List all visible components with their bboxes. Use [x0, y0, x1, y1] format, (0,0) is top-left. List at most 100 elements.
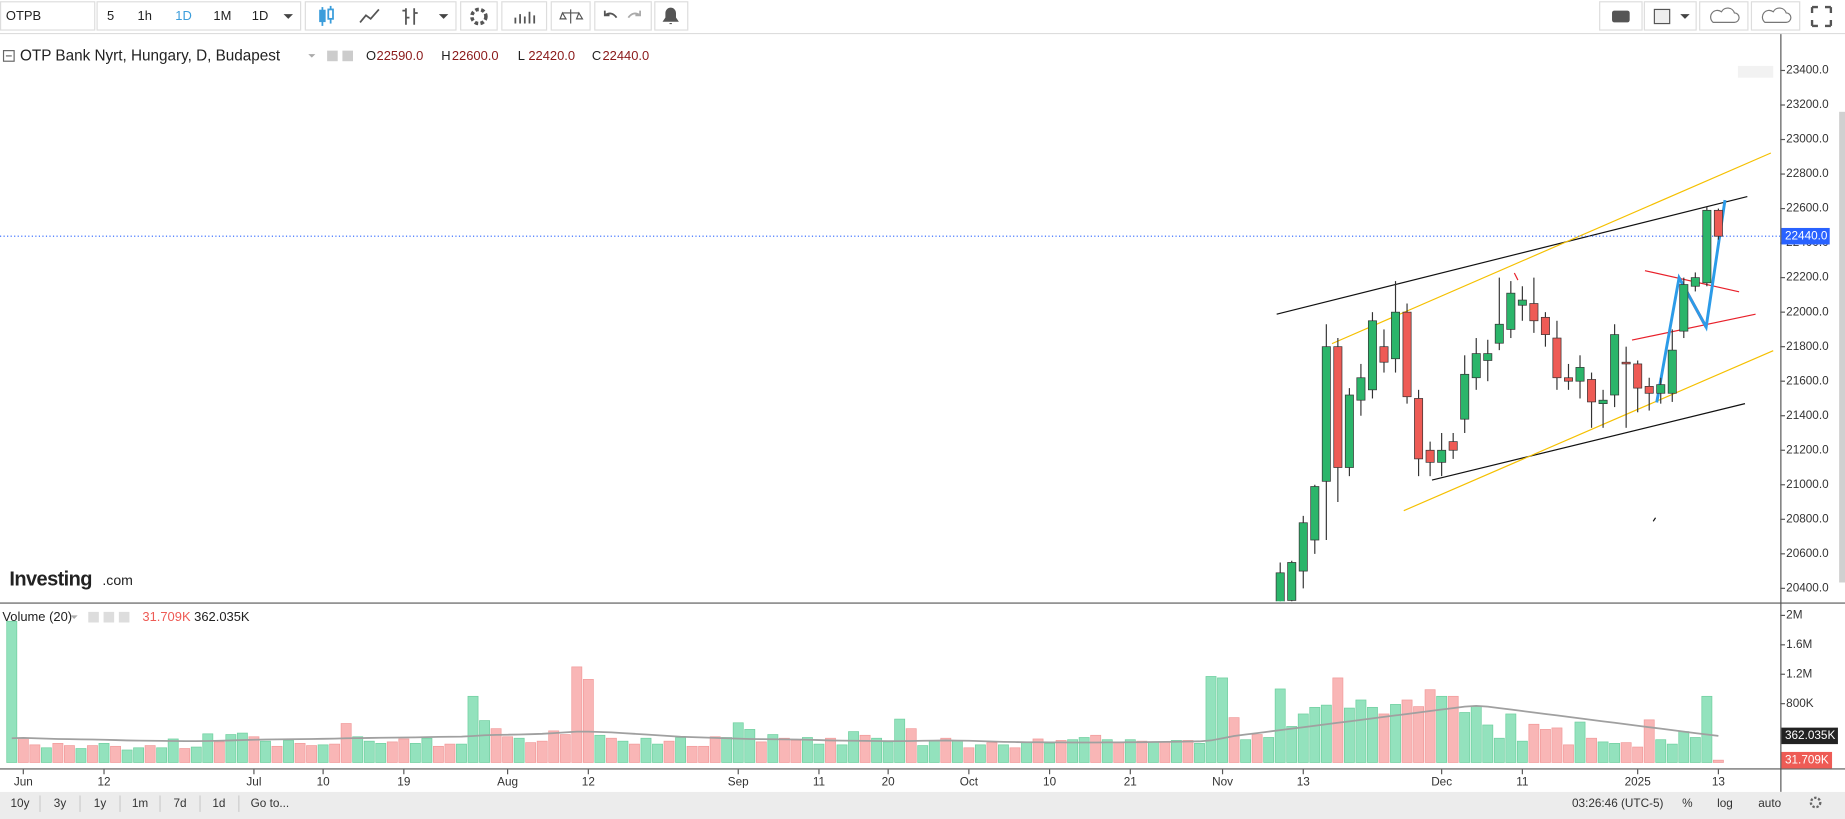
- settings-button[interactable]: [103, 611, 115, 623]
- candle-body: [1333, 346, 1343, 468]
- volume-bar: [1493, 737, 1505, 763]
- volume-bar: [306, 745, 317, 763]
- volume-bar: [1240, 739, 1252, 763]
- range-button[interactable]: 1y: [94, 797, 107, 810]
- candle-body: [1367, 320, 1377, 391]
- settings-button[interactable]: [460, 1, 498, 31]
- last-price-box: [1781, 227, 1830, 245]
- range-button[interactable]: 3y: [54, 797, 67, 810]
- range-button[interactable]: 1d: [212, 797, 225, 810]
- dropdown-arrow[interactable]: [308, 54, 316, 58]
- dropdown-arrow[interactable]: [70, 615, 78, 619]
- volume-bar: [340, 723, 352, 763]
- x-tick-label: Jul: [246, 776, 261, 789]
- volume-bar: [732, 722, 744, 763]
- volume-bar: [1563, 744, 1574, 763]
- visibility-button[interactable]: [88, 611, 99, 623]
- volume-bar: [1609, 743, 1621, 763]
- log-toggle[interactable]: log: [1717, 797, 1733, 810]
- volume-bar: [1251, 734, 1263, 763]
- candle-body: [1540, 316, 1550, 335]
- interval-button[interactable]: 5: [107, 8, 114, 23]
- fullscreen-icon[interactable]: [1810, 5, 1833, 28]
- trend-line[interactable]: [1431, 403, 1746, 481]
- percent-toggle[interactable]: %: [1682, 797, 1693, 810]
- volume-bar: [986, 742, 998, 763]
- x-tick-label: Jun: [14, 776, 33, 789]
- line-icon[interactable]: [359, 8, 380, 23]
- dropdown-arrow[interactable]: [438, 14, 449, 19]
- scrollbar[interactable]: [1839, 111, 1845, 583]
- goto-button[interactable]: Go to...: [251, 797, 290, 810]
- volume-bar: [513, 737, 525, 763]
- x-tick-label: 11: [813, 776, 825, 789]
- volume-bar: [790, 740, 802, 763]
- volume-bar: [248, 736, 260, 763]
- volume-bar: [202, 733, 214, 763]
- symbol-input[interactable]: [0, 1, 96, 31]
- volume-bar: [179, 748, 191, 763]
- volume-bar: [605, 737, 617, 763]
- indicators-button[interactable]: [501, 1, 548, 31]
- volume-bar: [352, 736, 364, 763]
- volume-bar: [1655, 739, 1667, 763]
- volume-value-label: 31.709K: [1785, 753, 1829, 766]
- dropdown-arrow[interactable]: [283, 14, 293, 19]
- cloud-save-icon: [1761, 7, 1792, 23]
- volume-bar: [1343, 707, 1355, 763]
- pane-controls[interactable]: [1737, 65, 1774, 78]
- volume-bar: [1090, 734, 1102, 763]
- redo-icon[interactable]: [627, 10, 641, 19]
- volume-bar: [1436, 695, 1448, 763]
- volume-bar: [1067, 739, 1079, 763]
- trend-line[interactable]: [1403, 350, 1774, 512]
- trend-line[interactable]: [1631, 313, 1756, 341]
- candle-body: [1310, 486, 1320, 541]
- candle-body: [1471, 353, 1481, 379]
- range-button[interactable]: 7d: [173, 797, 186, 810]
- volume-value-box: [1781, 751, 1833, 769]
- remove-button[interactable]: [118, 611, 130, 623]
- interval-button[interactable]: 1h: [138, 8, 152, 23]
- volume-bar: [951, 740, 963, 763]
- volume-bar: [87, 745, 98, 763]
- volume-bar: [236, 732, 248, 763]
- settings-button[interactable]: [342, 50, 353, 62]
- range-button[interactable]: 10y: [11, 797, 30, 810]
- volume-bar: [444, 743, 456, 763]
- volume-bar: [283, 740, 294, 763]
- pattern-line[interactable]: [1655, 199, 1727, 403]
- y-tick-label: 20600.0: [1786, 547, 1829, 560]
- candles-icon[interactable]: [319, 5, 334, 26]
- volume-bar: [825, 737, 836, 763]
- y-tick-label: 23000.0: [1786, 133, 1829, 146]
- visibility-button[interactable]: [327, 50, 338, 62]
- interval-button[interactable]: 1D: [252, 8, 269, 23]
- bars-icon[interactable]: [402, 8, 418, 25]
- footer-settings[interactable]: [1809, 796, 1822, 809]
- auto-toggle[interactable]: auto: [1758, 797, 1781, 810]
- volume-bar: [686, 745, 698, 763]
- candle-body: [1679, 284, 1689, 332]
- range-button[interactable]: 1m: [132, 797, 149, 810]
- ohlc-key: O: [366, 48, 376, 63]
- volume-bar: [1470, 706, 1482, 763]
- x-tick-label: Sep: [728, 776, 749, 789]
- interval-button[interactable]: 1M: [213, 8, 231, 23]
- y-tick-label: 2M: [1786, 609, 1802, 622]
- logo-suffix: .com: [102, 572, 133, 588]
- trend-line[interactable]: [1513, 272, 1519, 281]
- volume-bar: [1597, 741, 1609, 763]
- candle-body: [1621, 361, 1631, 365]
- interval-button[interactable]: 1D: [175, 8, 192, 23]
- trend-line[interactable]: [1276, 195, 1748, 315]
- volume-value: 31.709K: [142, 609, 191, 624]
- candle-body: [1667, 349, 1677, 394]
- trend-line[interactable]: [1652, 517, 1657, 522]
- candle-body: [1425, 449, 1435, 463]
- x-tick-label: 2025: [1625, 776, 1652, 789]
- ma-value-box: [1781, 727, 1838, 745]
- dropdown-arrow[interactable]: [1680, 14, 1690, 19]
- volume-bar: [548, 730, 560, 763]
- undo-icon[interactable]: [603, 10, 618, 19]
